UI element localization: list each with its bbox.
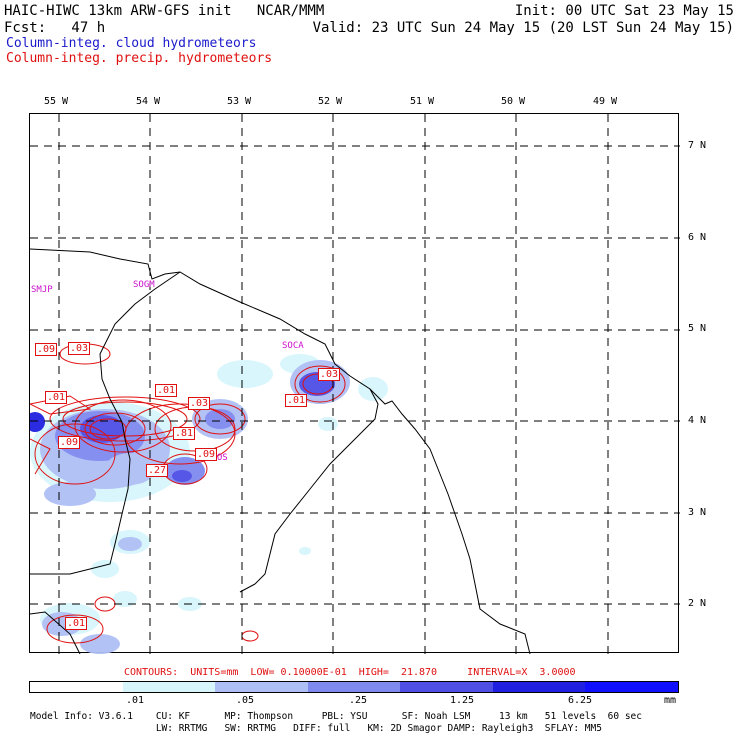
contour-label: .09: [35, 343, 58, 356]
coastlines: [30, 248, 531, 654]
colorbar-tick: .25: [349, 695, 368, 706]
colorbar-tick: 6.25: [568, 695, 593, 706]
contour-label: .03: [188, 397, 211, 410]
lat-label-5n: 5 N: [688, 323, 707, 334]
station-label-sogm: SOGM: [133, 280, 155, 290]
contour-label: .09: [195, 448, 218, 461]
colorbar-swatch: [307, 682, 401, 692]
lat-label-2n: 2 N: [688, 598, 707, 609]
contour-label: .81: [173, 427, 196, 440]
contour-label: .27: [146, 464, 169, 477]
colorbar-swatch: [30, 682, 123, 692]
contour-label: .01: [285, 394, 308, 407]
init-time: Init: 00 UTC Sat 23 May 15: [514, 3, 734, 19]
model-info-line2: LW: RRTMG SW: RRTMG DIFF: full KM: 2D Sm…: [30, 723, 602, 734]
lat-label-7n: 7 N: [688, 140, 707, 151]
lon-label-52w: 52 W: [318, 96, 343, 107]
lon-label-50w: 50 W: [501, 96, 526, 107]
lon-label-49w: 49 W: [593, 96, 618, 107]
colorbar-swatch: [400, 682, 493, 692]
plot-title: HAIC-HIWC 13km ARW-GFS init NCAR/MMM: [4, 3, 325, 19]
contour-label: .01: [155, 384, 178, 397]
contour-label: .01: [65, 617, 88, 630]
lat-label-3n: 3 N: [688, 507, 707, 518]
cloud-shading: [30, 354, 388, 654]
colorbar-swatch: [122, 682, 216, 692]
lon-label-54w: 54 W: [136, 96, 161, 107]
valid-time: Valid: 23 UTC Sun 24 May 15 (20 LST Sun …: [312, 20, 734, 36]
lon-label-55w: 55 W: [44, 96, 69, 107]
forecast-hour: Fcst: 47 h: [4, 20, 106, 36]
colorbar-swatch: [585, 682, 679, 692]
contour-label: .01: [45, 391, 68, 404]
colorbar-swatch: [492, 682, 586, 692]
colorbar-tick: .01: [126, 695, 145, 706]
lat-label-6n: 6 N: [688, 232, 707, 243]
precip-field-legend: Column-integ. precip. hydrometeors: [6, 51, 273, 66]
cloud-field-legend: Column-integ. cloud hydrometeors: [6, 36, 257, 51]
station-label-soca: SOCA: [282, 341, 304, 351]
graticule: [30, 114, 680, 654]
lon-label-51w: 51 W: [410, 96, 435, 107]
map-panel: SMJP SOGM SOCA SOOS .09 .03 .01 .01 .03 …: [29, 113, 680, 654]
colorbar: [29, 681, 679, 693]
model-info-line1: Model Info: V3.6.1 CU: KF MP: Thompson P…: [30, 711, 642, 722]
colorbar-tick: 1.25: [450, 695, 475, 706]
lon-label-53w: 53 W: [227, 96, 252, 107]
colorbar-tick: .05: [236, 695, 255, 706]
colorbar-swatch: [215, 682, 308, 692]
contour-info: CONTOURS: UNITS=mm LOW= 0.10000E-01 HIGH…: [124, 667, 576, 678]
contour-label: .09: [58, 436, 81, 449]
station-label-smjp: SMJP: [31, 285, 53, 295]
lat-label-4n: 4 N: [688, 415, 707, 426]
colorbar-units: mm: [664, 695, 677, 706]
contour-label: .03: [318, 368, 341, 381]
map-canvas: [30, 114, 680, 654]
contour-label: .03: [68, 342, 91, 355]
